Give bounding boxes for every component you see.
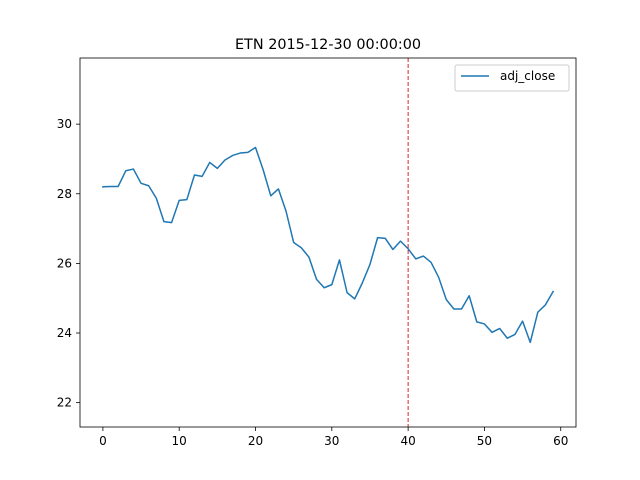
x-tick-label: 60 [553,434,568,448]
x-tick-label: 50 [477,434,492,448]
y-tick-label: 28 [57,187,72,201]
x-tick-label: 30 [324,434,339,448]
x-axis: 0 10 20 30 40 50 60 [99,427,568,448]
axes-frame [79,57,577,428]
y-axis: 22 24 26 28 30 [57,117,80,410]
legend-box [454,64,570,92]
x-tick-label: 0 [99,434,107,448]
series-line-adj-close [102,146,555,344]
y-tick-label: 22 [57,396,72,410]
x-tick-label: 10 [172,434,187,448]
y-tick-label: 24 [57,326,72,340]
y-tick-label: 30 [57,117,72,131]
x-tick-label: 40 [400,434,415,448]
chart-title: ETN 2015-12-30 00:00:00 [235,37,421,53]
legend: adj_close [454,64,570,92]
legend-label-adj-close: adj_close [500,69,555,83]
y-tick-label: 26 [57,256,72,270]
x-tick-label: 20 [248,434,263,448]
plot-area [102,58,555,427]
